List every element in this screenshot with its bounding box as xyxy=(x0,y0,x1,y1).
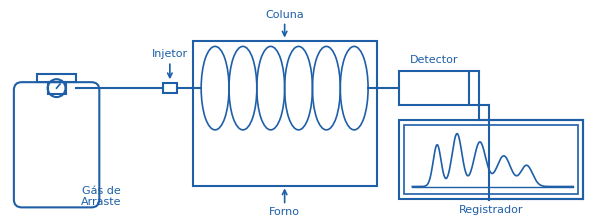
Text: Gás de
Arraste: Gás de Arraste xyxy=(81,186,121,207)
Text: Registrador: Registrador xyxy=(459,205,523,215)
Bar xyxy=(48,82,65,94)
Bar xyxy=(404,125,578,194)
Bar xyxy=(400,120,583,199)
Text: Detector: Detector xyxy=(410,55,459,65)
Bar xyxy=(163,83,177,93)
Text: Injetor: Injetor xyxy=(152,49,188,59)
Text: Coluna: Coluna xyxy=(265,10,304,20)
Bar xyxy=(37,74,76,82)
Bar xyxy=(193,41,376,186)
Text: Forno: Forno xyxy=(269,207,300,217)
Bar xyxy=(400,71,469,105)
